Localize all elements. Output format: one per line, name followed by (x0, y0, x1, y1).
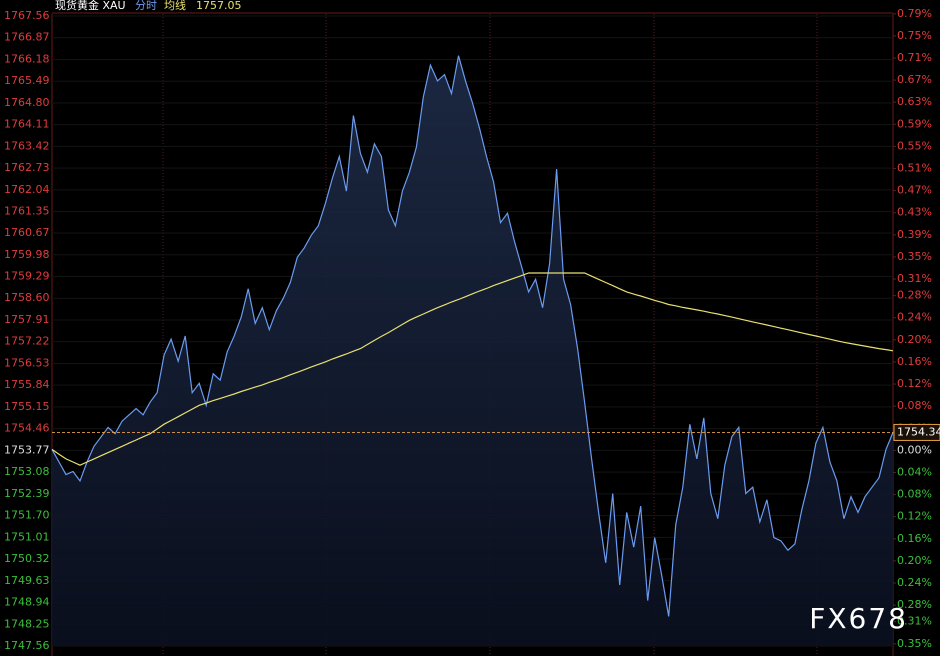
y2-tick-label: 0.47% (897, 184, 932, 197)
y2-tick-label: 0.20% (897, 554, 932, 567)
y-tick-label: 1753.77 (4, 443, 50, 456)
y2-tick-label: 0.31% (897, 615, 932, 628)
y-tick-label: 1748.25 (4, 617, 50, 630)
y2-tick-label: 0.51% (897, 162, 932, 175)
y-tick-label: 1762.04 (4, 183, 50, 196)
y-tick-label: 1759.29 (4, 270, 50, 283)
y2-tick-label: 0.16% (897, 532, 932, 545)
y2-tick-label: 0.55% (897, 139, 932, 152)
y2-tick-label: 0.24% (897, 311, 932, 324)
y2-tick-label: 0.39% (897, 228, 932, 241)
y-tick-label: 1754.46 (4, 422, 50, 435)
y2-tick-label: 0.79% (897, 7, 932, 20)
y-tick-label: 1760.67 (4, 226, 50, 239)
y2-tick-label: 0.16% (897, 355, 932, 368)
y2-tick-label: 0.20% (897, 333, 932, 346)
y2-tick-label: 0.08% (897, 488, 932, 501)
current-price-box (893, 423, 940, 441)
y2-tick-label: 0.12% (897, 510, 932, 523)
y2-tick-label: 0.59% (897, 117, 932, 130)
y2-tick-label: 0.00% (897, 443, 932, 456)
header-value: 1757.05 (196, 0, 242, 12)
y2-tick-label: 0.12% (897, 377, 932, 390)
y-tick-label: 1762.73 (4, 161, 50, 174)
y2-tick-label: 0.63% (897, 95, 932, 108)
y2-tick-label: 0.43% (897, 206, 932, 219)
label-layer: 1767.56 1766.87 1766.18 1765.49 1764.80 1764.… (4, 7, 940, 652)
y-tick-label: 1747.56 (4, 639, 50, 652)
y-tick-label: 1764.11 (4, 118, 50, 131)
y-tick-label: 1756.53 (4, 356, 50, 369)
y-tick-label: 1766.18 (4, 52, 50, 65)
y-tick-label: 1757.22 (4, 335, 50, 348)
y-tick-label: 1766.87 (4, 31, 50, 44)
watermark: FX678 (809, 602, 908, 635)
y2-tick-label: 0.04% (897, 465, 932, 478)
y2-tick-label: 0.24% (897, 576, 932, 589)
y-tick-label: 1757.91 (4, 313, 50, 326)
y2-tick-label: 0.35% (897, 250, 932, 263)
y-tick-label: 1761.35 (4, 205, 50, 218)
current-price-label: 1754.34 (897, 425, 940, 438)
y-tick-label: 1759.98 (4, 248, 50, 261)
y2-tick-label: 0.67% (897, 73, 932, 86)
y-tick-label: 1764.80 (4, 96, 50, 109)
y2-tick-label: 0.31% (897, 272, 932, 285)
y-tick-label: 1749.63 (4, 574, 50, 587)
y-tick-label: 1748.94 (4, 596, 50, 609)
y-tick-label: 1755.15 (4, 400, 50, 413)
y2-tick-label: 0.28% (897, 598, 932, 611)
y2-tick-label: 0.71% (897, 51, 932, 64)
y-tick-label: 1765.49 (4, 74, 50, 87)
y-tick-label: 1752.39 (4, 487, 50, 500)
legend-entry: 均线 (164, 0, 186, 12)
ma-line (51, 272, 894, 466)
y-tick-label: 1763.42 (4, 139, 50, 152)
y-tick-label: 1750.32 (4, 552, 50, 565)
y2-tick-label: 0.35% (897, 637, 932, 650)
y-tick-label: 1751.01 (4, 530, 50, 543)
price-line (51, 55, 894, 617)
data-layer (51, 55, 894, 646)
y-tick-label: 1751.70 (4, 509, 50, 522)
y-tick-label: 1753.08 (4, 465, 50, 478)
legend-entry: 分时 (135, 0, 157, 12)
y2-tick-label: 0.28% (897, 289, 932, 302)
y2-tick-label: 0.75% (897, 29, 932, 42)
y-tick-label: 1767.56 (4, 9, 50, 22)
y-tick-label: 1758.60 (4, 291, 50, 304)
y2-tick-label: 0.08% (897, 399, 932, 412)
price-area (52, 55, 893, 646)
y-tick-label: 1755.84 (4, 378, 50, 391)
chart-title: 现货黄金 XAU (55, 0, 126, 12)
